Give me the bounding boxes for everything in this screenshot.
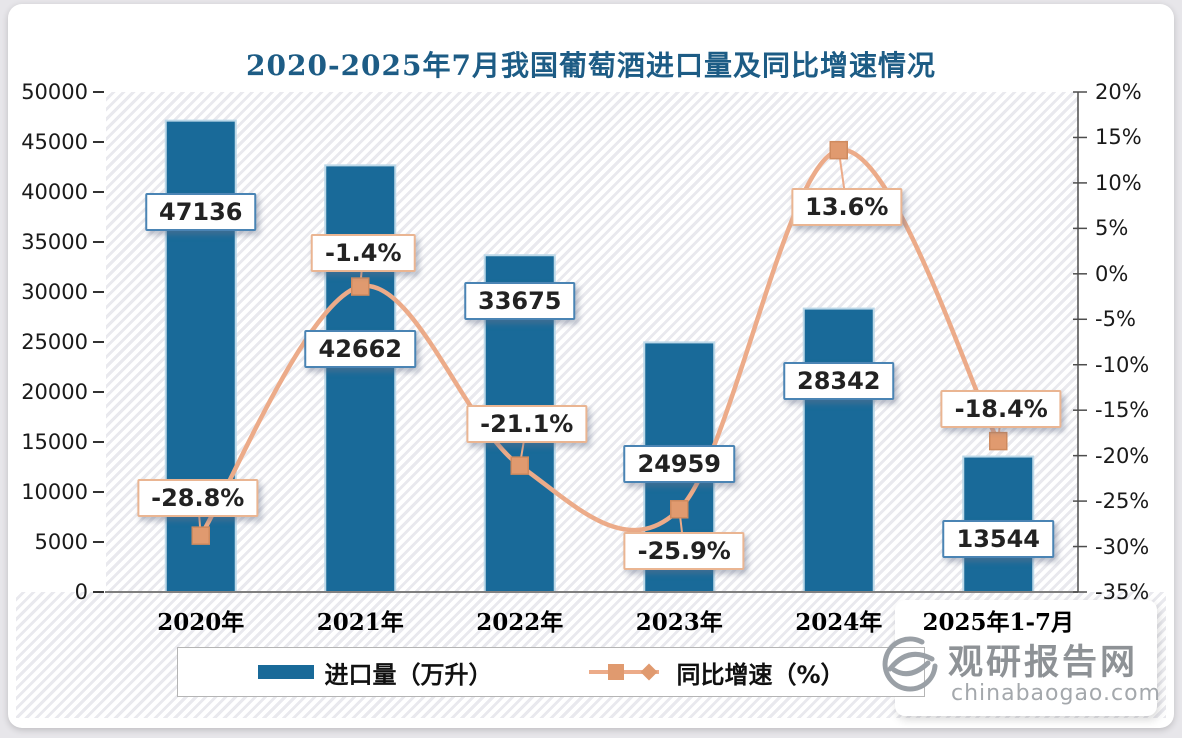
watermark-name: 观研报告网	[948, 643, 1139, 683]
bar-series-swatch-icon	[258, 665, 315, 679]
plot-area-background	[106, 92, 1078, 592]
watermark-eye-logo	[882, 636, 938, 692]
legend-label-import-volume: 进口量（万升）	[324, 660, 493, 689]
line-series-swatch-icon	[589, 663, 660, 681]
legend-item-import-volume: 进口量（万升）	[257, 655, 492, 690]
chart-title: 2020-2025年7月我国葡萄酒进口量及同比增速情况	[246, 49, 936, 82]
legend-item-yoy-growth: 同比增速（%）	[587, 655, 845, 690]
watermark-panel	[895, 600, 1157, 716]
legend-label-yoy-growth: 同比增速（%）	[676, 660, 845, 689]
legend: 进口量（万升） 同比增速（%）	[177, 647, 925, 697]
watermark-domain: chinabaogao.com	[951, 681, 1161, 706]
